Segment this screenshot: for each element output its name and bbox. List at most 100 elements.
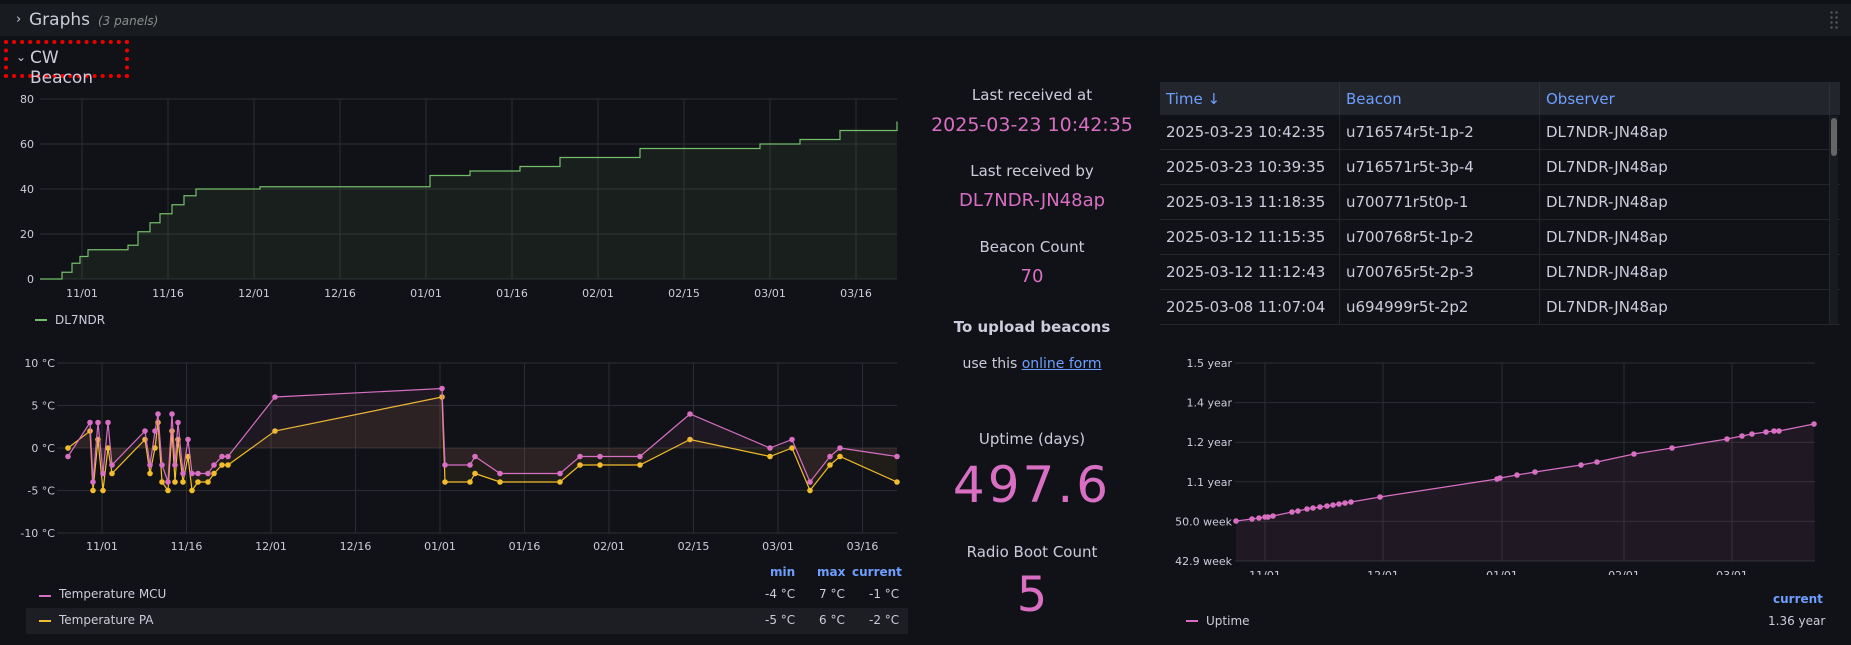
x-tick-label: 01/01: [424, 540, 456, 553]
legend-uptime[interactable]: Uptime: [1186, 614, 1250, 628]
x-tick-label: 12/16: [324, 287, 356, 300]
data-point-pa: [159, 479, 165, 485]
uptime-chart[interactable]: 1.5 year 1.4 year 1.2 year 1.1 year 50.0 wee…: [1155, 355, 1825, 575]
table-row[interactable]: 2025-03-13 11:18:35 u700771r5t0p-1 DL7NDR-…: [1160, 185, 1840, 220]
table-scrollbar[interactable]: [1830, 116, 1838, 324]
data-point-pa: [152, 445, 158, 451]
x-tick-label: 11/01: [1249, 569, 1281, 575]
table-cell: 2025-03-08 11:07:04: [1160, 290, 1340, 324]
data-point-pa: [894, 479, 900, 485]
data-point-pa: [205, 479, 211, 485]
legend-max: 7 °C: [819, 587, 845, 601]
scroll-thumb[interactable]: [1831, 118, 1837, 156]
online-form-link[interactable]: online form: [1021, 356, 1102, 372]
beacon-count-chart[interactable]: 0 20 40 60 80 11/01 11/16 12/01 12/16 01/01 01/16 0…: [0, 85, 910, 305]
data-point-mcu: [637, 453, 643, 460]
legend-label: Temperature PA: [59, 613, 154, 627]
chevron-down-icon[interactable]: ⌄: [16, 50, 27, 64]
data-point-mcu: [687, 411, 693, 417]
data-point-uptime: [1324, 503, 1330, 509]
upload-title: To upload beacons: [953, 318, 1111, 336]
data-point-mcu: [100, 470, 106, 477]
data-point-mcu: [95, 419, 101, 426]
table-row[interactable]: 2025-03-23 10:39:35 u716571r5t-3p-4 DL7NDR…: [1160, 150, 1840, 185]
table-row[interactable]: 2025-03-12 11:12:43 u700765r5t-2p-3 DL7NDR…: [1160, 255, 1840, 290]
legend-current: -1 °C: [869, 587, 900, 601]
x-tick-label: 02/15: [668, 287, 700, 300]
data-point-mcu: [155, 411, 161, 417]
data-point-pa: [195, 479, 201, 485]
cw-beacon-row-header[interactable]: ⌄ CW Beacon: [4, 40, 129, 88]
beacon-table[interactable]: Time ↓ Beacon Observer 2025-03-23 10:42:…: [1160, 82, 1840, 325]
stat-label: Uptime (days): [978, 430, 1086, 448]
x-tick-label: 12/01: [255, 540, 287, 553]
table-row[interactable]: 2025-03-08 11:07:04 u694999r5t-2p2 DL7NDR-…: [1160, 290, 1840, 325]
data-point-pa: [165, 487, 171, 494]
area-fill: [1236, 424, 1815, 561]
data-point-mcu: [211, 462, 217, 468]
legend-dl7ndr[interactable]: DL7NDR: [35, 313, 105, 327]
data-point-uptime: [1342, 500, 1348, 506]
temperature-chart[interactable]: 10 °C 5 °C 0 °C -5 °C -10 °C 11/01 11/16 12/01 1…: [0, 355, 910, 560]
data-point-mcu: [175, 419, 181, 426]
col-header-observer[interactable]: Observer: [1540, 82, 1830, 115]
stat-label: Last received at: [971, 86, 1093, 104]
table-header: Time ↓ Beacon Observer: [1160, 82, 1840, 115]
data-point-uptime: [1532, 469, 1538, 475]
table-cell: u694999r5t-2p2: [1340, 290, 1540, 324]
y-tick-label: 1.2 year: [1186, 436, 1232, 449]
data-point-pa: [172, 479, 178, 485]
y-tick-label: -10 °C: [20, 527, 55, 540]
data-point-mcu: [225, 453, 231, 460]
data-point-mcu: [172, 462, 178, 468]
table-body: 2025-03-23 10:42:35 u716574r5t-1p-2 DL7NDR…: [1160, 115, 1840, 325]
table-row[interactable]: 2025-03-23 10:42:35 u716574r5t-1p-2 DL7NDR…: [1160, 115, 1840, 150]
legend-label: Uptime: [1206, 614, 1250, 628]
data-point-pa: [442, 479, 448, 485]
x-tick-label: 01/01: [410, 287, 442, 300]
data-point-mcu: [789, 436, 795, 443]
table-row[interactable]: 2025-03-12 11:15:35 u700768r5t-1p-2 DL7NDR…: [1160, 220, 1840, 255]
data-point-mcu: [195, 470, 201, 477]
stat-label: Last received by: [970, 162, 1094, 180]
y-tick-label: 0 °C: [31, 442, 55, 455]
uptime-panel: Uptime (days) 497.6: [902, 430, 1162, 514]
table-cell: 2025-03-13 11:18:35: [1160, 185, 1340, 219]
x-tick-label: 11/01: [66, 287, 98, 300]
legend-row-pa[interactable]: Temperature PA -5 °C 6 °C -2 °C: [26, 608, 908, 634]
legend-col-current[interactable]: current: [852, 565, 902, 579]
data-point-pa: [472, 470, 478, 477]
legend-col-current[interactable]: current: [1773, 592, 1823, 606]
last-received-at-panel: Last received at 2025-03-23 10:42:35: [902, 86, 1162, 136]
graphs-row-header[interactable]: › Graphs (3 panels): [0, 4, 1851, 36]
boot-count-panel: Radio Boot Count 5: [902, 543, 1162, 623]
data-point-uptime: [1497, 475, 1503, 481]
x-tick-label: 03/01: [762, 540, 794, 553]
data-point-mcu: [87, 419, 93, 426]
legend-row-mcu[interactable]: Temperature MCU -4 °C 7 °C -1 °C: [26, 584, 908, 608]
col-header-beacon[interactable]: Beacon: [1340, 82, 1540, 115]
row-title[interactable]: Graphs: [29, 10, 91, 30]
x-tick-label: 11/01: [86, 540, 118, 553]
chevron-right-icon[interactable]: ›: [16, 12, 22, 27]
legend-col-min[interactable]: min: [770, 565, 796, 579]
row-title[interactable]: CW Beacon: [30, 48, 94, 88]
stat-label: Radio Boot Count: [966, 543, 1098, 561]
drag-handle-icon[interactable]: [1829, 10, 1839, 30]
data-point-pa: [211, 470, 217, 477]
data-point-uptime: [1811, 421, 1817, 427]
upload-panel: To upload beacons use this online form: [902, 318, 1162, 372]
y-tick-label: 5 °C: [31, 400, 55, 413]
x-tick-label: 03/16: [847, 540, 879, 553]
legend-swatch: [35, 319, 47, 321]
legend-col-max[interactable]: max: [817, 565, 846, 579]
col-header-time[interactable]: Time ↓: [1160, 82, 1340, 115]
data-point-pa: [837, 453, 843, 460]
legend-swatch: [39, 620, 51, 622]
data-point-uptime: [1295, 508, 1301, 514]
data-point-uptime: [1749, 431, 1755, 437]
sort-desc-icon[interactable]: ↓: [1207, 90, 1221, 108]
x-tick-label: 12/01: [238, 287, 270, 300]
x-tick-label: 12/16: [340, 540, 372, 553]
boot-count-value: 5: [1016, 567, 1048, 623]
